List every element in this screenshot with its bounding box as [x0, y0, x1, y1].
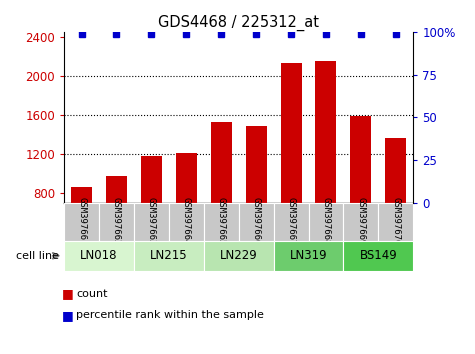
Text: GSM397667: GSM397667: [286, 197, 295, 245]
Bar: [134, 203, 169, 241]
Bar: [176, 153, 197, 203]
Bar: [204, 241, 274, 271]
Bar: [99, 203, 134, 241]
Bar: [238, 203, 274, 241]
Bar: [343, 203, 379, 241]
Bar: [106, 176, 127, 203]
Text: GSM397663: GSM397663: [147, 197, 156, 245]
Text: LN319: LN319: [290, 249, 327, 262]
Text: GSM397665: GSM397665: [217, 197, 226, 245]
Text: percentile rank within the sample: percentile rank within the sample: [76, 310, 264, 320]
Bar: [379, 203, 413, 241]
Text: GSM397662: GSM397662: [112, 197, 121, 245]
Bar: [274, 241, 343, 271]
Bar: [169, 203, 204, 241]
Bar: [351, 116, 371, 203]
Bar: [315, 61, 336, 203]
Text: count: count: [76, 289, 107, 299]
Bar: [204, 203, 238, 241]
Bar: [211, 122, 232, 203]
Bar: [134, 241, 204, 271]
Text: LN215: LN215: [150, 249, 188, 262]
Bar: [64, 241, 134, 271]
Bar: [385, 138, 406, 203]
Text: ■: ■: [62, 309, 74, 321]
Text: GSM397666: GSM397666: [252, 197, 261, 245]
Bar: [274, 203, 309, 241]
Text: GSM397670: GSM397670: [391, 197, 400, 245]
Text: GSM397669: GSM397669: [356, 197, 365, 245]
Bar: [64, 203, 99, 241]
Text: cell line: cell line: [16, 251, 59, 261]
Text: LN229: LN229: [220, 249, 257, 262]
Bar: [309, 203, 343, 241]
Text: LN018: LN018: [80, 249, 118, 262]
Bar: [246, 126, 266, 203]
Bar: [281, 63, 302, 203]
Text: GSM397664: GSM397664: [182, 197, 191, 245]
Text: GSM397668: GSM397668: [322, 197, 331, 245]
Text: GSM397661: GSM397661: [77, 197, 86, 245]
Text: BS149: BS149: [360, 249, 397, 262]
Bar: [71, 187, 92, 203]
Title: GDS4468 / 225312_at: GDS4468 / 225312_at: [158, 14, 319, 30]
Text: ■: ■: [62, 287, 74, 300]
Bar: [343, 241, 413, 271]
Bar: [141, 156, 162, 203]
